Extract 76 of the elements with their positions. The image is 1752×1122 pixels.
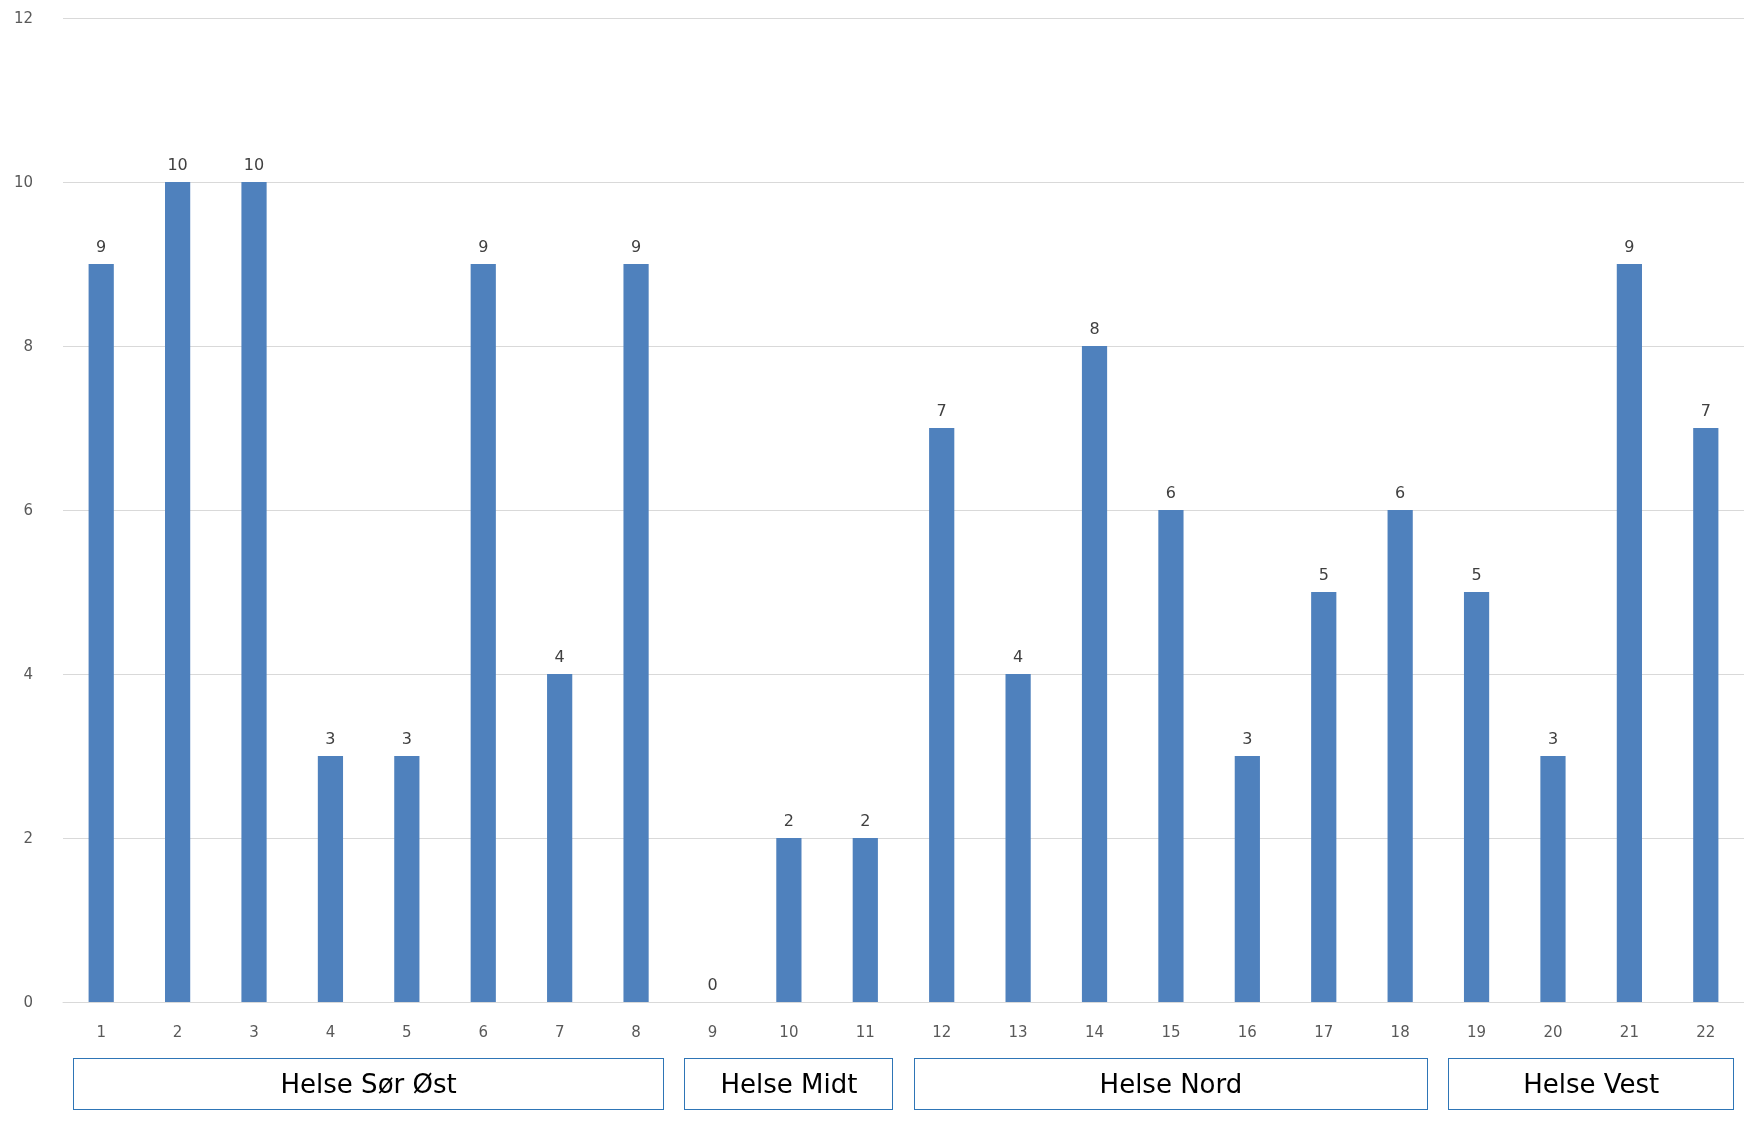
data-label: 4 — [1013, 646, 1024, 666]
data-label: 5 — [1471, 564, 1482, 584]
data-label: 9 — [630, 236, 642, 256]
bar — [317, 756, 344, 1002]
x-tick-label: 5 — [402, 1022, 412, 1041]
bar — [470, 264, 496, 1002]
x-tick-label: 8 — [631, 1022, 641, 1041]
data-label: 2 — [783, 810, 794, 830]
y-tick-label: 0 — [23, 993, 33, 1011]
bar — [241, 182, 267, 1002]
bar — [88, 264, 114, 1002]
x-tick-label: 18 — [1390, 1022, 1410, 1041]
bar — [929, 428, 955, 1002]
x-tick-label: 21 — [1619, 1022, 1639, 1041]
data-label: 3 — [325, 728, 336, 748]
bar — [1311, 592, 1337, 1002]
data-label: 4 — [554, 646, 565, 666]
x-tick-label: 3 — [249, 1022, 259, 1041]
y-tick-label: 2 — [23, 829, 33, 847]
y-tick-label: 12 — [13, 9, 33, 27]
bar — [1158, 510, 1184, 1002]
bar — [852, 838, 878, 1002]
data-label: 6 — [1165, 482, 1177, 502]
group-box: Helse Midt — [684, 1058, 894, 1110]
group-box: Helse Vest — [1448, 1058, 1734, 1110]
bar — [1234, 756, 1260, 1002]
data-label: 9 — [1624, 236, 1635, 256]
data-label: 2 — [860, 810, 871, 830]
data-label: 7 — [1700, 400, 1711, 420]
bar — [547, 674, 573, 1002]
data-label: 10 — [167, 154, 188, 174]
x-tick-label: 20 — [1543, 1022, 1563, 1041]
data-label: 9 — [96, 236, 107, 256]
group-box: Helse Nord — [913, 1058, 1429, 1110]
bar — [1081, 346, 1108, 1002]
y-tick-label: 6 — [23, 501, 33, 519]
bar — [623, 264, 649, 1002]
data-label: 3 — [401, 728, 412, 748]
y-tick-label: 10 — [13, 173, 33, 191]
data-label: 6 — [1395, 482, 1406, 502]
x-tick-label: 17 — [1314, 1022, 1334, 1041]
y-tick-label: 8 — [23, 337, 33, 355]
data-label: 9 — [478, 236, 489, 256]
x-tick-label: 1 — [96, 1022, 106, 1041]
bar — [394, 756, 420, 1002]
x-tick-label: 6 — [478, 1022, 489, 1041]
bar — [1616, 264, 1642, 1002]
group-box: Helse Sør Øst — [73, 1058, 665, 1110]
x-tick-label: 7 — [554, 1022, 565, 1041]
bar — [776, 838, 802, 1002]
y-tick-label: 4 — [23, 665, 33, 683]
bar — [1693, 428, 1719, 1002]
x-tick-label: 12 — [932, 1022, 952, 1041]
bar — [1387, 510, 1413, 1002]
x-tick-label: 11 — [855, 1022, 875, 1041]
bar — [1540, 756, 1566, 1002]
x-tick-label: 4 — [325, 1022, 336, 1041]
data-label: 10 — [243, 154, 265, 174]
bar — [1005, 674, 1031, 1002]
data-label: 5 — [1318, 564, 1329, 584]
x-tick-label: 9 — [707, 1022, 718, 1041]
x-tick-label: 15 — [1161, 1022, 1181, 1041]
x-tick-label: 14 — [1084, 1022, 1105, 1041]
x-tick-label: 13 — [1008, 1022, 1028, 1041]
x-tick-label: 19 — [1467, 1022, 1487, 1041]
data-label: 3 — [1242, 728, 1253, 748]
data-label: 7 — [936, 400, 947, 420]
x-tick-label: 2 — [172, 1022, 183, 1041]
data-label: 8 — [1089, 318, 1100, 338]
bar — [1463, 592, 1490, 1002]
x-tick-label: 16 — [1237, 1022, 1257, 1041]
data-label: 3 — [1547, 728, 1559, 748]
data-label: 0 — [707, 974, 718, 994]
x-tick-label: 22 — [1696, 1022, 1716, 1041]
bar — [165, 182, 191, 1002]
x-tick-label: 10 — [779, 1022, 799, 1041]
